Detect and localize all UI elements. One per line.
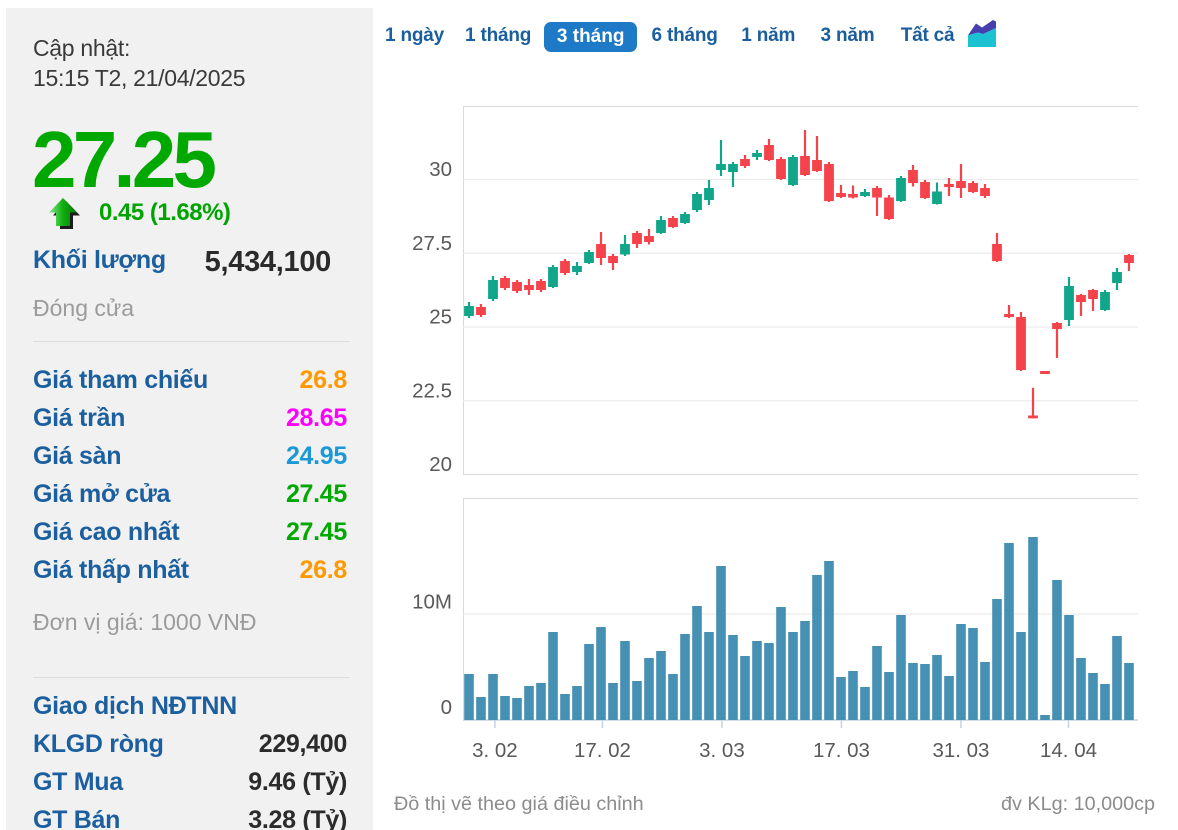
svg-text:0: 0 [441,696,452,719]
svg-text:20: 20 [429,453,452,476]
svg-text:22.5: 22.5 [412,379,452,402]
svg-text:31. 03: 31. 03 [932,739,989,762]
svg-text:30: 30 [429,158,452,181]
svg-text:14. 04: 14. 04 [1040,739,1097,762]
svg-text:đv KLg: 10,000cp: đv KLg: 10,000cp [1001,793,1155,815]
svg-text:3. 02: 3. 02 [472,739,518,762]
svg-text:27.5: 27.5 [412,232,452,255]
svg-text:17. 03: 17. 03 [813,739,870,762]
svg-text:Đồ thị vẽ theo giá điều chỉnh: Đồ thị vẽ theo giá điều chỉnh [394,793,644,815]
svg-text:3. 03: 3. 03 [699,739,745,762]
svg-text:10M: 10M [412,591,452,614]
svg-text:17. 02: 17. 02 [574,739,631,762]
svg-text:25: 25 [429,306,452,329]
